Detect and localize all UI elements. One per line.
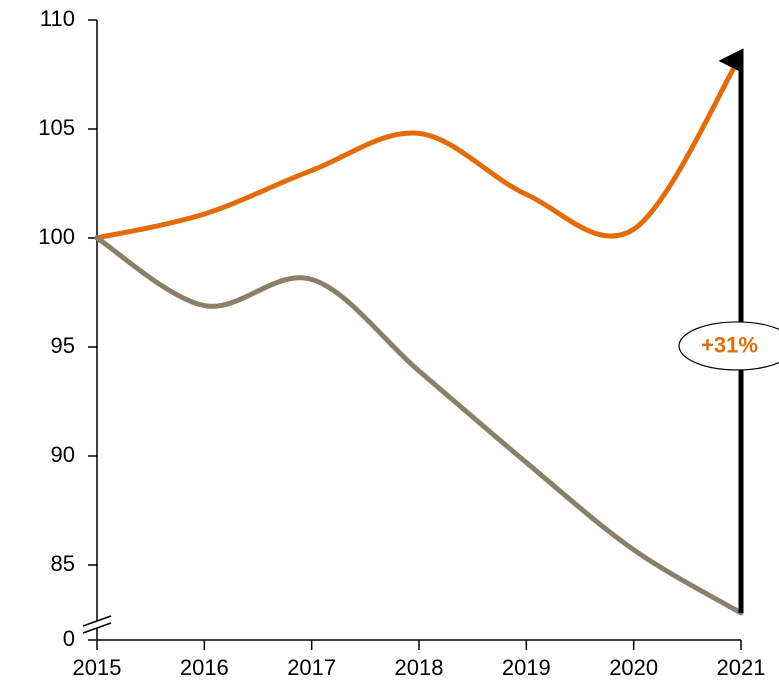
x-tick-label: 2018 — [395, 655, 444, 680]
y-tick-label: 110 — [40, 6, 75, 31]
x-tick-label: 2015 — [73, 655, 122, 680]
line-series — [94, 52, 744, 241]
y-tick-label: 95 — [51, 333, 75, 358]
y-tick-label: 85 — [51, 551, 75, 576]
axis-break-gap — [82, 616, 112, 633]
x-tick-label: 2020 — [609, 655, 658, 680]
y-tick-label: 90 — [51, 442, 75, 467]
y-tick-label: 105 — [38, 115, 75, 140]
line-series — [94, 235, 744, 616]
y-tick-label: 0 — [63, 626, 75, 651]
x-tick-label: 2019 — [502, 655, 551, 680]
axis-break — [82, 615, 112, 627]
x-tick-label: 2017 — [287, 655, 336, 680]
x-tick-label: 2021 — [717, 655, 766, 680]
y-tick-label: 100 — [38, 224, 75, 249]
annotation-bubble — [678, 321, 779, 371]
annotation: +31% — [701, 333, 758, 358]
axis-break — [82, 622, 112, 634]
x-tick-label: 2016 — [180, 655, 229, 680]
